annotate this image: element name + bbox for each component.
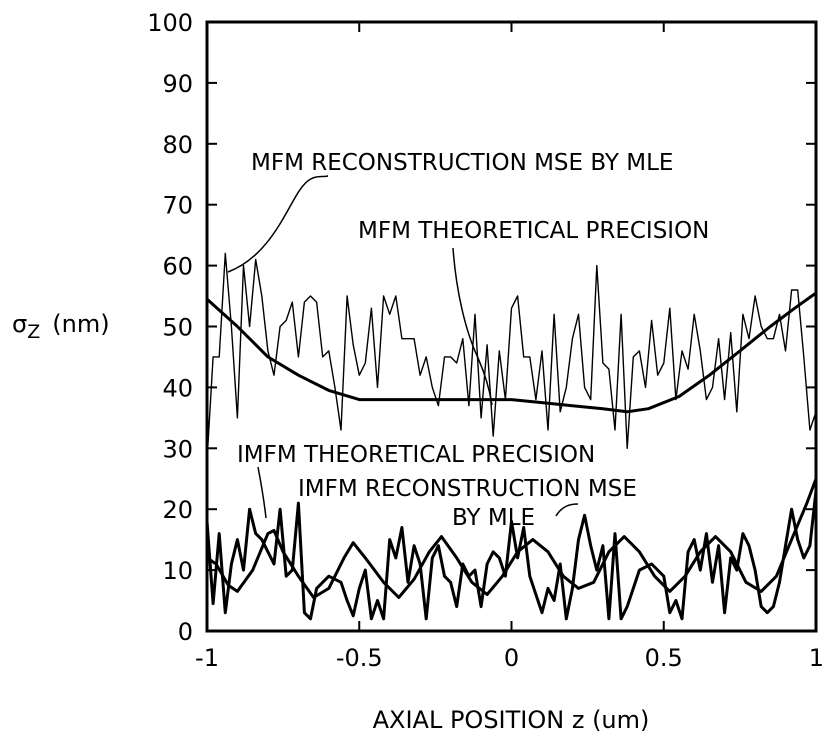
series-line-mfm-mse (206, 252, 817, 461)
y-tick-label: 30 (162, 435, 193, 463)
mfm-mse-leader (227, 175, 329, 273)
annotation-mfm-theory: MFM THEORETICAL PRECISION (358, 218, 709, 244)
y-tick-label: 50 (162, 314, 193, 342)
series-line-imfm-mse (205, 490, 818, 621)
axis-ticks (206, 21, 817, 632)
y-tick-label: 20 (162, 496, 193, 524)
y-tick-label: 90 (162, 70, 193, 98)
axis-tick-labels: 0 10 20 30 40 50 60 70 80 90 100 -1 -0.5 0 0.5 1 (147, 9, 824, 672)
x-tick-label: 0.5 (645, 644, 683, 672)
y-axis-symbol: σ (12, 310, 27, 338)
x-tick-label: -0.5 (336, 644, 383, 672)
annotation-imfm-mse-line1: IMFM RECONSTRUCTION MSE (298, 476, 637, 502)
series-line-mfm-theory (205, 291, 817, 414)
y-tick-label: 10 (162, 557, 193, 585)
y-tick-label: 100 (147, 9, 193, 37)
imfm-theory-leader (257, 466, 267, 519)
y-tick-label: 70 (162, 192, 193, 220)
x-axis-title: AXIAL POSITION z (um) (373, 706, 650, 734)
mfm-theory-leader (452, 247, 493, 406)
y-tick-label: 0 (178, 618, 193, 646)
x-tick-label: 1 (809, 644, 824, 672)
y-axis-title: σZ (nm) (12, 310, 110, 343)
y-axis-unit: (nm) (52, 310, 109, 338)
y-tick-label: 60 (162, 253, 193, 281)
annotation-mfm-mse: MFM RECONSTRUCTION MSE BY MLE (251, 150, 673, 176)
x-tick-label: -1 (195, 644, 219, 672)
imfm-mse-leader (555, 503, 579, 517)
y-tick-label: 80 (162, 131, 193, 159)
annotation-imfm-theory: IMFM THEORETICAL PRECISION (237, 442, 595, 468)
annotation-imfm-mse-line2: BY MLE (452, 505, 535, 531)
y-axis-subscript: Z (27, 321, 40, 343)
x-tick-label: 0 (504, 644, 519, 672)
plot-frame (205, 20, 818, 633)
y-tick-label: 40 (162, 374, 193, 402)
series-lines (205, 252, 818, 621)
